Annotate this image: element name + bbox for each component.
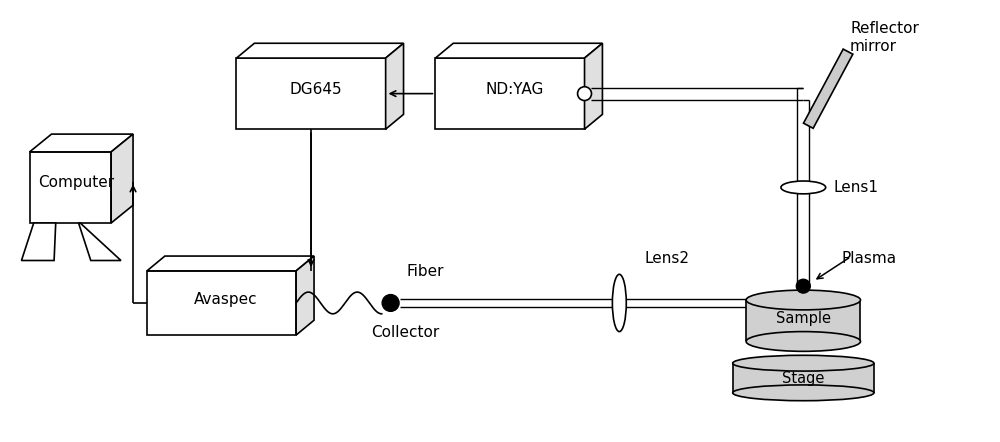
Bar xyxy=(30,152,111,223)
Bar xyxy=(733,363,874,393)
Text: Avaspec: Avaspec xyxy=(194,292,258,307)
Polygon shape xyxy=(111,134,133,223)
Ellipse shape xyxy=(746,290,860,310)
Bar xyxy=(147,271,296,335)
Text: Stage: Stage xyxy=(782,370,824,385)
Text: Sample: Sample xyxy=(776,311,831,326)
Ellipse shape xyxy=(612,274,626,332)
Polygon shape xyxy=(30,134,133,152)
Polygon shape xyxy=(21,223,56,260)
Polygon shape xyxy=(236,43,404,58)
Polygon shape xyxy=(79,223,121,260)
Polygon shape xyxy=(435,43,602,58)
Circle shape xyxy=(382,294,399,311)
Circle shape xyxy=(578,87,591,100)
Bar xyxy=(435,58,585,129)
Polygon shape xyxy=(585,43,602,129)
Text: Collector: Collector xyxy=(371,325,440,340)
Text: Plasma: Plasma xyxy=(841,251,896,266)
Polygon shape xyxy=(296,256,314,335)
Text: DG645: DG645 xyxy=(289,82,342,97)
Ellipse shape xyxy=(733,355,874,371)
Text: Reflector
mirror: Reflector mirror xyxy=(850,20,919,54)
Circle shape xyxy=(796,279,810,293)
Polygon shape xyxy=(147,256,314,271)
Text: Fiber: Fiber xyxy=(407,264,444,279)
Text: ND:YAG: ND:YAG xyxy=(485,82,544,97)
Text: Computer: Computer xyxy=(38,175,114,191)
Text: Lens1: Lens1 xyxy=(833,180,878,195)
Bar xyxy=(746,300,860,342)
Ellipse shape xyxy=(746,332,860,351)
Polygon shape xyxy=(803,49,853,128)
Text: Lens2: Lens2 xyxy=(644,251,689,266)
Ellipse shape xyxy=(781,181,826,194)
Bar xyxy=(236,58,386,129)
Polygon shape xyxy=(386,43,404,129)
Ellipse shape xyxy=(733,385,874,401)
